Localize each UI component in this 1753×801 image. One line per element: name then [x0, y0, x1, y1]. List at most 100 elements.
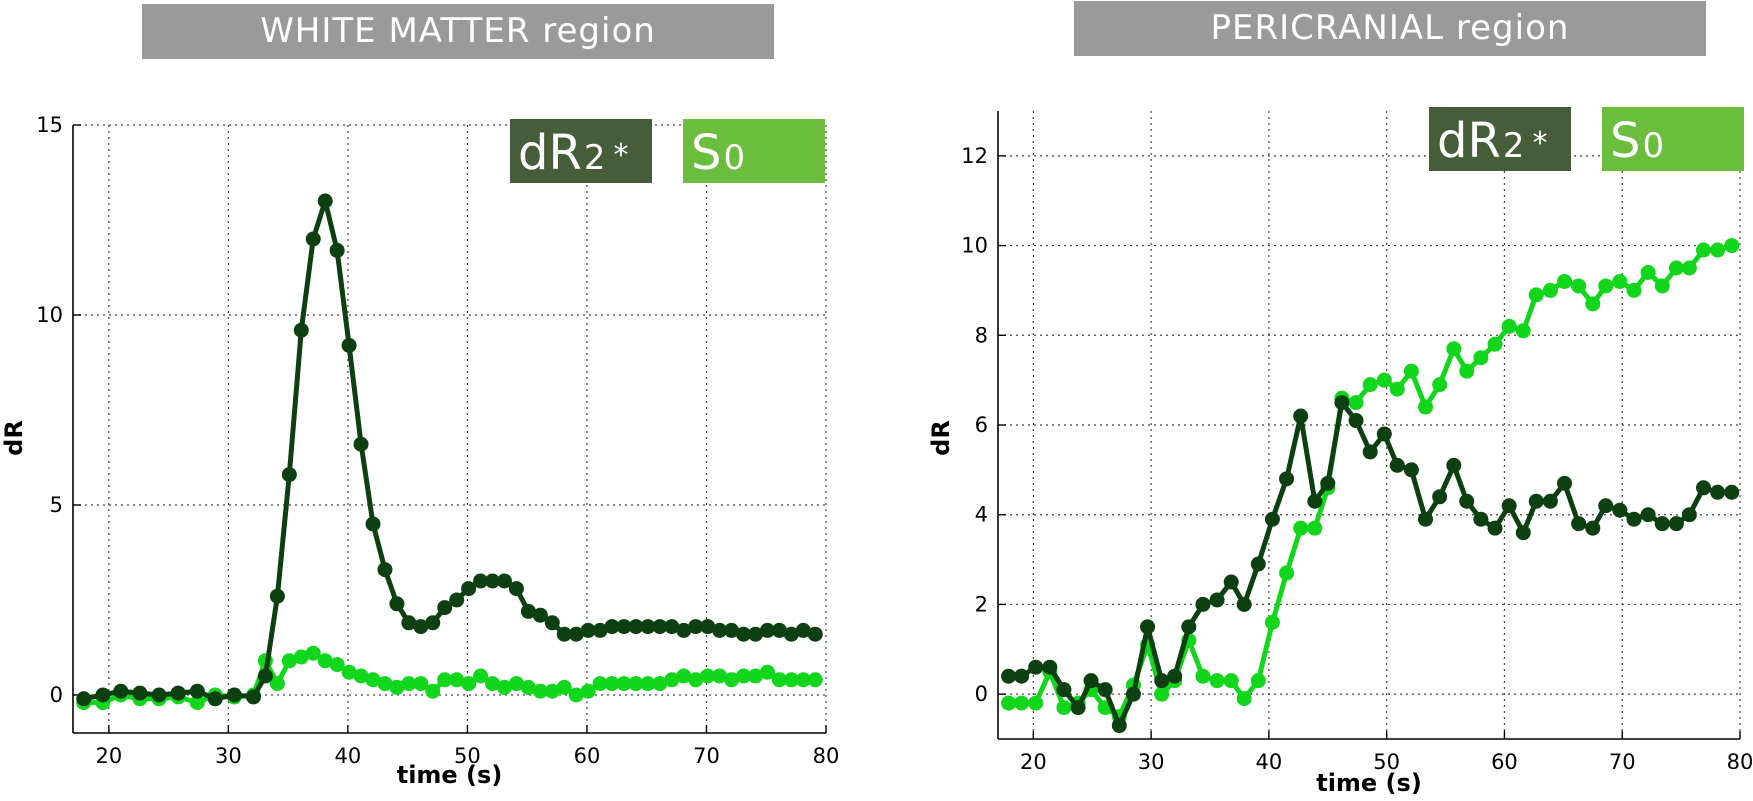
- legend-box: [1602, 107, 1744, 171]
- data-point-dR2: [207, 691, 223, 707]
- data-point-dR2: [1097, 682, 1113, 698]
- data-point-S0: [676, 668, 692, 684]
- data-point-dR2: [580, 622, 596, 638]
- data-point-dR2: [1111, 718, 1127, 734]
- x-tick-label: 60: [1491, 750, 1518, 774]
- data-point-dR2: [1014, 668, 1030, 684]
- data-point-S0: [1724, 238, 1740, 254]
- data-point-dR2: [1181, 619, 1197, 635]
- x-axis-label: time (s): [1316, 769, 1422, 797]
- data-point-dR2: [1279, 471, 1295, 487]
- data-point-dR2: [795, 622, 811, 638]
- data-point-dR2: [1236, 596, 1252, 612]
- data-point-S0: [473, 668, 489, 684]
- data-point-dR2: [1195, 596, 1211, 612]
- legend-label: S0: [691, 125, 745, 181]
- data-point-S0: [807, 672, 823, 688]
- data-point-S0: [401, 676, 417, 692]
- data-point-dR2: [329, 242, 345, 258]
- y-tick-label: 5: [50, 493, 63, 517]
- data-point-dR2: [700, 619, 716, 635]
- chart-title-pericranial: PERICRANIAL region: [1074, 1, 1706, 56]
- data-point-S0: [700, 668, 716, 684]
- data-point-dR2: [1585, 520, 1601, 536]
- data-point-dR2: [1724, 484, 1740, 500]
- data-point-dR2: [1612, 502, 1628, 518]
- y-tick-label: 10: [36, 303, 63, 327]
- data-point-dR2: [1389, 457, 1405, 473]
- data-point-S0: [365, 672, 381, 688]
- legend-entry-dR2: dR2 *: [510, 119, 652, 183]
- data-point-S0: [1571, 278, 1587, 294]
- data-point-dR2: [485, 573, 501, 589]
- x-tick-label: 20: [1020, 750, 1047, 774]
- data-point-dR2: [1209, 592, 1225, 608]
- data-point-dR2: [1293, 408, 1309, 424]
- data-point-S0: [341, 664, 357, 680]
- data-point-S0: [580, 683, 596, 699]
- legend-entry-dR2: dR2 *: [1429, 107, 1571, 171]
- data-point-S0: [1446, 341, 1462, 357]
- data-point-dR2: [712, 622, 728, 638]
- data-point-S0: [508, 676, 524, 692]
- legend-label: S0: [1610, 113, 1664, 169]
- data-point-dR2: [1042, 659, 1058, 675]
- data-point-S0: [724, 672, 740, 688]
- data-point-dR2: [807, 626, 823, 642]
- data-point-S0: [592, 676, 608, 692]
- data-point-dR2: [771, 622, 787, 638]
- data-point-dR2: [269, 588, 285, 604]
- data-point-dR2: [1083, 673, 1099, 689]
- data-point-S0: [1209, 673, 1225, 689]
- data-point-S0: [449, 672, 465, 688]
- data-point-S0: [1626, 282, 1642, 298]
- series-line-S0: [1008, 243, 1733, 720]
- data-point-S0: [1362, 377, 1378, 393]
- data-point-S0: [437, 672, 453, 688]
- series-S0: [76, 645, 823, 711]
- data-point-S0: [1403, 363, 1419, 379]
- data-point-S0: [269, 676, 285, 692]
- data-point-S0: [640, 676, 656, 692]
- data-point-dR2: [747, 626, 763, 642]
- data-point-dR2: [1223, 574, 1239, 590]
- data-point-dR2: [449, 592, 465, 608]
- x-tick-label: 50: [1373, 750, 1400, 774]
- data-point-S0: [1557, 273, 1573, 289]
- data-point-dR2: [604, 619, 620, 635]
- data-point-dR2: [401, 615, 417, 631]
- data-point-dR2: [317, 193, 333, 209]
- x-tick-label: 60: [574, 744, 601, 768]
- data-point-dR2: [281, 467, 297, 483]
- data-point-S0: [736, 668, 752, 684]
- data-point-dR2: [1501, 498, 1517, 514]
- legend-box: [510, 119, 652, 183]
- data-point-S0: [425, 683, 441, 699]
- chart-title-white-matter: WHITE MATTER region: [142, 4, 774, 59]
- y-tick-label: 0: [50, 683, 63, 707]
- data-point-S0: [1459, 363, 1475, 379]
- data-point-dR2: [170, 685, 186, 701]
- data-point-dR2: [532, 607, 548, 623]
- data-point-S0: [759, 664, 775, 680]
- x-tick-label: 40: [335, 744, 362, 768]
- y-tick-label: 4: [975, 503, 988, 527]
- data-point-S0: [1028, 695, 1044, 711]
- data-point-dR2: [1264, 511, 1280, 527]
- data-point-dR2: [413, 619, 429, 635]
- x-tick-label: 40: [1256, 750, 1283, 774]
- data-point-dR2: [676, 622, 692, 638]
- data-point-S0: [1598, 278, 1614, 294]
- data-point-S0: [389, 679, 405, 695]
- data-point-S0: [1487, 336, 1503, 352]
- y-tick-label: 8: [975, 323, 988, 347]
- data-point-dR2: [113, 683, 129, 699]
- data-point-S0: [1348, 395, 1364, 411]
- data-point-dR2: [1001, 668, 1017, 684]
- data-point-dR2: [1070, 700, 1086, 716]
- data-point-dR2: [1528, 493, 1544, 509]
- x-tick-label: 80: [1727, 750, 1753, 774]
- data-point-dR2: [1626, 511, 1642, 527]
- data-point-S0: [317, 653, 333, 669]
- data-point-S0: [281, 653, 297, 669]
